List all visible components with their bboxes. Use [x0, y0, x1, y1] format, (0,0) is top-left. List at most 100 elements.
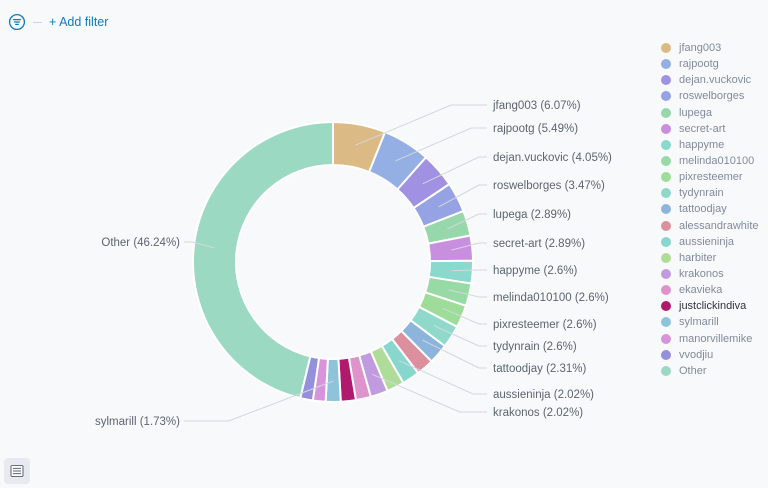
legend-dot-rajpootg: [661, 59, 671, 70]
legend-label: happyme: [679, 138, 725, 151]
slice-label-roswelborges: roswelborges (3.47%): [493, 180, 605, 192]
legend-dot-pixresteemer: [661, 172, 671, 183]
legend-dot-dejan.vuckovic: [661, 75, 671, 86]
legend-label: secret-art: [679, 122, 726, 135]
legend-item-Other[interactable]: Other: [661, 363, 759, 379]
legend-list-icon: [10, 464, 24, 478]
legend-toggle-button[interactable]: [4, 458, 30, 484]
leader-line-jfang003: [355, 104, 487, 146]
legend-dot-ekavieka: [661, 285, 671, 296]
slice-label-dejan.vuckovic: dejan.vuckovic (4.05%): [493, 152, 612, 164]
slice-label-krakonos: krakonos (2.02%): [493, 407, 583, 419]
legend-dot-melinda010100: [661, 156, 671, 167]
legend-label: manorvillemike: [679, 332, 753, 345]
legend-dot-aussieninja: [661, 236, 671, 247]
legend-item-krakonos[interactable]: krakonos: [661, 266, 759, 282]
filter-bar-divider: [33, 21, 42, 23]
filter-menu-button[interactable]: [8, 13, 26, 31]
legend-item-sylmarill[interactable]: sylmarill: [661, 314, 759, 330]
legend-item-dejan.vuckovic[interactable]: dejan.vuckovic: [661, 72, 759, 88]
legend-label: alessandrawhite: [679, 219, 759, 232]
label-leader-lines: [184, 104, 487, 422]
slice-label-jfang003: jfang003 (6.07%): [492, 100, 581, 112]
legend-label: rajpootg: [679, 58, 719, 71]
legend-label: Other: [679, 364, 707, 377]
legend-item-aussieninja[interactable]: aussieninja: [661, 234, 759, 250]
legend-dot-tydynrain: [661, 188, 671, 199]
legend-dot-alessandrawhite: [661, 220, 671, 231]
legend-dot-secret-art: [661, 123, 671, 134]
slice-label-tattoodjay: tattoodjay (2.31%): [493, 363, 587, 375]
slice-label-rajpootg: rajpootg (5.49%): [493, 123, 578, 135]
legend-dot-vvodjiu: [661, 349, 671, 360]
legend-item-alessandrawhite[interactable]: alessandrawhite: [661, 218, 759, 234]
leader-line-tattoodjay: [422, 339, 487, 369]
legend-dot-tattoodjay: [661, 204, 671, 215]
legend-item-melinda010100[interactable]: melinda010100: [661, 153, 759, 169]
legend-item-justclickindiva[interactable]: justclickindiva: [661, 298, 759, 314]
leader-line-dejan.vuckovic: [422, 156, 487, 185]
leader-line-rajpootg: [395, 127, 487, 162]
slice-label-sylmarill: sylmarill (1.73%): [95, 416, 180, 428]
legend-item-harbiter[interactable]: harbiter: [661, 250, 759, 266]
legend-item-tattoodjay[interactable]: tattoodjay: [661, 201, 759, 217]
leader-line-krakonos: [372, 373, 487, 413]
legend-label: lupega: [679, 106, 713, 119]
leader-line-happyme: [451, 269, 487, 272]
leader-line-roswelborges: [438, 184, 487, 208]
slice-label-lupega: lupega (2.89%): [493, 209, 571, 221]
legend-dot-justclickindiva: [661, 301, 671, 312]
leader-line-tydynrain: [433, 325, 487, 347]
legend-item-secret-art[interactable]: secret-art: [661, 121, 759, 137]
legend-item-lupega[interactable]: lupega: [661, 105, 759, 121]
legend-label: roswelborges: [679, 90, 745, 103]
pie-slices: [192, 121, 474, 403]
leader-line-secret-art: [451, 242, 487, 251]
legend-item-ekavieka[interactable]: ekavieka: [661, 282, 759, 298]
legend-dot-krakonos: [661, 269, 671, 280]
add-filter-button[interactable]: + Add filter: [49, 15, 109, 29]
legend-item-rajpootg[interactable]: rajpootg: [661, 56, 759, 72]
legend-dot-roswelborges: [661, 91, 671, 102]
legend-item-tydynrain[interactable]: tydynrain: [661, 185, 759, 201]
legend-label: pixresteemer: [679, 171, 743, 184]
legend-label: jfang003: [679, 42, 722, 55]
leader-line-Other: [184, 241, 215, 249]
slice-label-Other: Other (46.24%): [101, 237, 180, 249]
legend-label: tattoodjay: [679, 203, 727, 216]
slice-label-tydynrain: tydynrain (2.6%): [493, 341, 577, 353]
legend-dot-Other: [661, 365, 671, 376]
legend-label: melinda010100: [679, 155, 755, 168]
legend-item-pixresteemer[interactable]: pixresteemer: [661, 169, 759, 185]
slice-label-happyme: happyme (2.6%): [493, 265, 578, 277]
chart-legend: jfang003 rajpootg dejan.vuckovic roswelborg…: [661, 40, 759, 379]
legend-dot-jfang003: [661, 43, 671, 54]
leader-line-lupega: [447, 213, 487, 230]
legend-label: justclickindiva: [679, 300, 747, 313]
legend-dot-manorvillemike: [661, 333, 671, 344]
legend-item-roswelborges[interactable]: roswelborges: [661, 88, 759, 104]
slice-label-aussieninja: aussieninja (2.02%): [493, 389, 594, 401]
leader-line-melinda010100: [448, 289, 487, 298]
slice-label-pixresteemer: pixresteemer (2.6%): [493, 319, 597, 331]
legend-label: dejan.vuckovic: [679, 74, 752, 87]
legend-label: krakonos: [679, 268, 724, 281]
pie-slice-Other[interactable]: [192, 121, 334, 400]
slice-labels: jfang003 (6.07%) rajpootg (5.49%) dejan.vu…: [95, 100, 612, 428]
legend-dot-happyme: [661, 139, 671, 150]
slice-label-melinda010100: melinda010100 (2.6%): [493, 292, 609, 304]
legend-item-happyme[interactable]: happyme: [661, 137, 759, 153]
legend-item-jfang003[interactable]: jfang003: [661, 40, 759, 56]
legend-label: tydynrain: [679, 187, 724, 200]
legend-label: aussieninja: [679, 235, 735, 248]
legend-item-manorvillemike[interactable]: manorvillemike: [661, 331, 759, 347]
legend-item-vvodjiu[interactable]: vvodjiu: [661, 347, 759, 363]
slice-label-secret-art: secret-art (2.89%): [493, 238, 585, 250]
leader-line-sylmarill: [184, 380, 334, 422]
legend-label: vvodjiu: [679, 348, 714, 361]
legend-label: harbiter: [679, 251, 717, 264]
legend-dot-harbiter: [661, 252, 671, 263]
filter-bar: + Add filter: [8, 13, 108, 31]
filter-circle-icon: [8, 13, 26, 31]
